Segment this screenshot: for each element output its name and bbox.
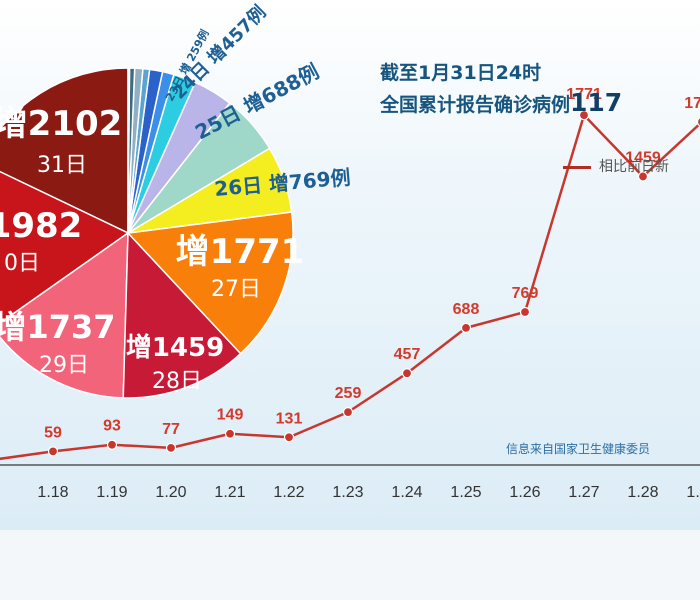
- data-point: [578, 110, 590, 121]
- data-point: [342, 407, 354, 418]
- pie-slice: [126, 211, 294, 355]
- source-note: 信息来自国家卫生健康委员: [506, 442, 651, 456]
- data-point: [696, 117, 700, 127]
- data-point: [47, 446, 59, 457]
- pie-slice-label: 增1771: [176, 232, 305, 272]
- x-axis: 71.181.191.201.211.221.231.241.251.261.2…: [0, 464, 700, 501]
- tick-label: 1.19: [96, 484, 127, 501]
- headline-total-number: 117: [570, 88, 623, 117]
- pie-slice: [127, 67, 131, 234]
- data-point: [224, 428, 236, 439]
- pie-slice-sublabel: 0日: [4, 251, 40, 276]
- pie-slice-sublabel: 28日: [152, 369, 202, 394]
- tick-label: 1.21: [214, 484, 245, 501]
- pie-slice-label: 增1737: [0, 308, 116, 346]
- tick-label: 1.26: [509, 484, 540, 501]
- pie-slice: [0, 231, 129, 399]
- tick-label: 1.27: [568, 484, 599, 501]
- data-label: 1459: [625, 149, 661, 166]
- pie-slice-label: 增2102: [0, 104, 122, 144]
- headline-date: 截至1月31日24时: [380, 62, 542, 84]
- tick-label: 1.29: [686, 484, 700, 501]
- tick-label: 1.23: [332, 484, 363, 501]
- tick-label: 1.18: [37, 484, 68, 501]
- pie-slice: [122, 231, 242, 399]
- data-point: [519, 306, 531, 318]
- pie-slice-label: 增1459: [126, 332, 224, 363]
- tick-label: 1.28: [627, 484, 658, 501]
- line-chart: 75993771491312594576887691771145917371: [0, 86, 700, 461]
- pie-slice: [0, 170, 130, 324]
- data-label: 1771: [566, 86, 602, 103]
- pie-slice: [0, 67, 129, 235]
- data-point: [401, 368, 413, 379]
- pie-slice-sublabel: 27日: [211, 277, 261, 302]
- tick-label: 1.24: [391, 484, 422, 501]
- tick-label: 1.20: [155, 484, 186, 501]
- tick-label: 1.25: [450, 484, 481, 501]
- data-label: 131: [276, 410, 303, 427]
- data-label: 59: [44, 424, 62, 441]
- data-label: 457: [394, 346, 421, 363]
- data-point: [165, 442, 177, 453]
- data-label: 149: [217, 407, 244, 424]
- legend-label: 相比前日新: [599, 159, 669, 175]
- series-line: [0, 113, 700, 461]
- data-label: 93: [103, 418, 121, 435]
- pie-chart: 增210231日19820日增173729日增145928日增177127日26…: [0, 1, 351, 399]
- headline-total: 全国累计报告确诊病例117: [380, 88, 622, 117]
- data-label: 688: [453, 301, 480, 318]
- headline-total-label: 全国累计报告确诊病例: [380, 94, 571, 116]
- tick-label: 1.22: [273, 484, 304, 501]
- data-label: 77: [162, 421, 180, 438]
- data-label: 769: [512, 285, 539, 302]
- legend-swatch: [563, 165, 591, 169]
- pie-slice-label: 1982: [0, 206, 82, 246]
- data-label: 1737: [684, 95, 700, 112]
- pie-slice-sublabel: 29日: [39, 353, 89, 378]
- data-point: [637, 171, 649, 182]
- data-point: [106, 439, 118, 450]
- data-label: 259: [335, 385, 362, 402]
- pie-slice-sublabel: 31日: [37, 153, 87, 178]
- data-point: [283, 432, 295, 443]
- legend: 相比前日新: [563, 156, 669, 176]
- data-point: [460, 322, 472, 333]
